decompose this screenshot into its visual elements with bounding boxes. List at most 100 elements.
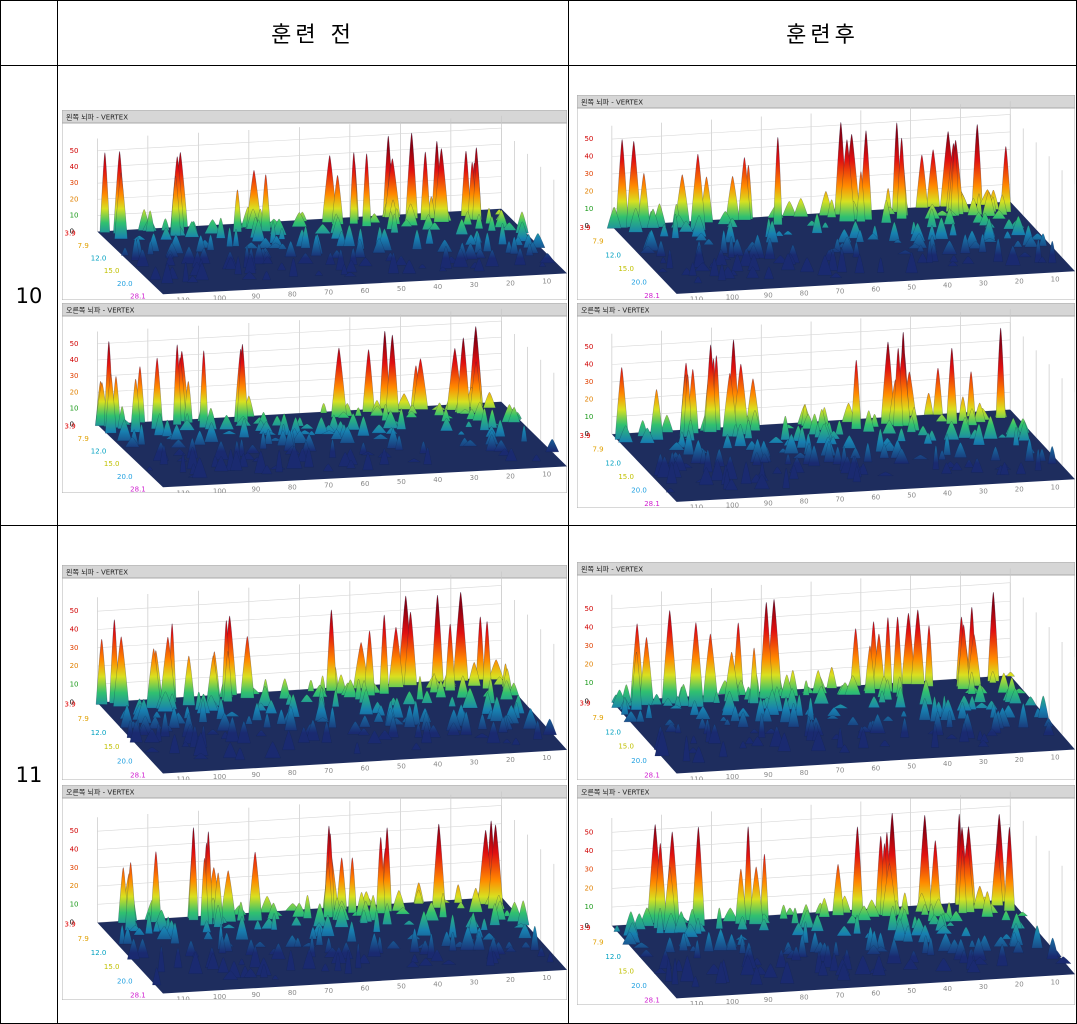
title-bar [577, 562, 1075, 575]
x-tick-label: 110 [177, 489, 190, 493]
y-tick-label: 3.9 [65, 423, 76, 431]
panel-title: 오른쪽 뇌파 - VERTEX [66, 306, 135, 315]
x-tick-label: 110 [690, 775, 703, 780]
title-bar [577, 785, 1075, 798]
z-tick-label: 50 [70, 340, 79, 348]
x-tick-label: 70 [835, 991, 844, 999]
z-tick-label: 40 [70, 626, 79, 634]
title-bar [577, 95, 1075, 108]
x-tick-label: 70 [324, 482, 333, 490]
spectrum-panel: 왼쪽 뇌파 - VERTEX010203040503.97.912.015.02… [62, 110, 567, 300]
z-tick-label: 10 [584, 679, 593, 687]
y-tick-label: 7.9 [78, 242, 89, 250]
y-tick-label: 12.0 [91, 448, 107, 456]
x-tick-label: 60 [361, 480, 370, 488]
x-tick-label: 70 [324, 767, 333, 775]
z-tick-label: 20 [584, 660, 593, 668]
x-tick-label: 90 [764, 292, 773, 300]
title-bar [62, 785, 567, 798]
x-tick-label: 60 [361, 765, 370, 773]
y-tick-label: 3.9 [579, 224, 590, 232]
x-tick-label: 110 [177, 775, 190, 780]
y-tick-label: 15.0 [618, 743, 634, 751]
x-tick-label: 100 [726, 773, 739, 780]
z-tick-label: 40 [70, 163, 79, 171]
row-label: 11 [0, 525, 58, 1024]
x-tick-label: 20 [1015, 485, 1024, 493]
y-tick-label: 28.1 [644, 771, 660, 779]
z-tick-label: 10 [70, 404, 79, 412]
z-tick-label: 40 [584, 847, 593, 855]
z-tick-label: 50 [70, 827, 79, 835]
x-tick-label: 20 [1015, 277, 1024, 285]
x-tick-label: 10 [1051, 275, 1060, 283]
z-tick-label: 10 [70, 900, 79, 908]
x-tick-label: 50 [907, 284, 916, 292]
x-tick-label: 80 [800, 769, 809, 777]
x-tick-label: 30 [470, 978, 479, 986]
panel-title: 왼쪽 뇌파 - VERTEX [581, 565, 643, 574]
x-tick-label: 20 [506, 279, 515, 287]
y-tick-label: 3.9 [579, 432, 590, 440]
z-tick-label: 10 [584, 903, 593, 911]
x-tick-label: 10 [542, 754, 551, 762]
y-tick-label: 7.9 [78, 715, 89, 723]
panel-title: 왼쪽 뇌파 - VERTEX [581, 98, 643, 107]
y-tick-label: 20.0 [117, 977, 133, 985]
z-tick-label: 30 [584, 642, 593, 650]
panel-svg: 오른쪽 뇌파 - VERTEX010203040503.97.912.015.0… [577, 785, 1075, 1005]
z-tick-label: 40 [70, 356, 79, 364]
y-tick-label: 28.1 [644, 996, 660, 1004]
y-tick-label: 28.1 [644, 500, 660, 508]
title-bar [62, 110, 567, 123]
spectrum-panel: 오른쪽 뇌파 - VERTEX010203040503.97.912.015.0… [577, 785, 1075, 1005]
x-tick-label: 50 [907, 492, 916, 500]
y-tick-label: 3.9 [579, 924, 590, 932]
x-tick-label: 60 [871, 989, 880, 997]
y-tick-label: 20.0 [117, 280, 133, 288]
panel-svg: 왼쪽 뇌파 - VERTEX010203040503.97.912.015.02… [62, 110, 567, 300]
y-tick-label: 15.0 [618, 967, 634, 975]
x-tick-label: 20 [506, 976, 515, 984]
y-tick-label: 28.1 [130, 772, 146, 780]
x-tick-label: 90 [251, 991, 260, 999]
z-tick-label: 30 [70, 644, 79, 652]
corner-cell [0, 0, 58, 66]
header-after: 훈련후 [568, 0, 1077, 66]
y-tick-label: 12.0 [605, 459, 621, 467]
y-tick-label: 12.0 [605, 953, 621, 961]
x-tick-label: 100 [213, 487, 226, 493]
x-tick-label: 110 [177, 995, 190, 1000]
y-tick-label: 3.9 [65, 230, 76, 238]
y-tick-label: 20.0 [631, 486, 647, 494]
x-tick-label: 40 [433, 283, 442, 291]
y-tick-label: 20.0 [631, 757, 647, 765]
y-tick-label: 7.9 [78, 435, 89, 443]
panel-svg: 왼쪽 뇌파 - VERTEX010203040503.97.912.015.02… [577, 562, 1075, 780]
y-tick-label: 20.0 [631, 278, 647, 286]
x-tick-label: 20 [1015, 981, 1024, 989]
panel-title: 왼쪽 뇌파 - VERTEX [66, 568, 128, 577]
panel-svg: 오른쪽 뇌파 - VERTEX010203040503.97.912.015.0… [62, 785, 567, 1000]
x-tick-label: 110 [177, 296, 190, 300]
y-tick-label: 7.9 [78, 935, 89, 943]
y-tick-label: 3.9 [65, 701, 76, 709]
z-tick-label: 20 [70, 662, 79, 670]
panel-svg: 오른쪽 뇌파 - VERTEX010203040503.97.912.015.0… [62, 303, 567, 493]
z-tick-label: 30 [70, 372, 79, 380]
x-tick-label: 10 [542, 470, 551, 478]
x-tick-label: 60 [361, 985, 370, 993]
x-tick-label: 40 [433, 760, 442, 768]
x-tick-label: 40 [433, 980, 442, 988]
z-tick-label: 10 [584, 205, 593, 213]
z-tick-label: 50 [70, 607, 79, 615]
x-tick-label: 30 [470, 474, 479, 482]
x-tick-label: 40 [433, 476, 442, 484]
panel-title: 왼쪽 뇌파 - VERTEX [66, 113, 128, 122]
y-tick-label: 12.0 [605, 728, 621, 736]
z-tick-label: 40 [584, 361, 593, 369]
x-tick-label: 40 [943, 490, 952, 498]
z-tick-label: 20 [70, 882, 79, 890]
x-tick-label: 90 [764, 771, 773, 779]
